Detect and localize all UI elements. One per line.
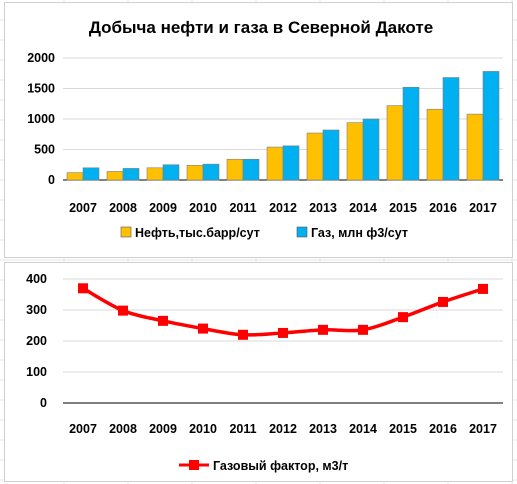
bar-gas: [362, 118, 380, 181]
line-x-tick: 2017: [469, 422, 497, 436]
bar-x-tick-labels: 2007 2008 2009 2010 2011 2012 2013 2014 2015 2016…: [69, 201, 497, 215]
bar-oil: [266, 146, 284, 181]
bar-oil: [66, 172, 84, 181]
bar-x-tick: 2008: [109, 201, 137, 215]
bar-x-tick: 2010: [189, 201, 217, 215]
legend-label-gas: Газ, млн ф3/сут: [311, 226, 408, 240]
bar-oil: [306, 132, 324, 181]
legend-label-oil: Нефть,тыс.барр/сут: [135, 226, 260, 240]
bar-oil: [466, 113, 484, 181]
bar-gas: [322, 129, 340, 181]
line-y-tick-labels: 0 100 200 300 400: [26, 272, 47, 410]
legend-swatch-oil: [120, 226, 132, 238]
bar-x-tick: 2011: [229, 201, 256, 215]
line-x-tick-labels: 2007 2008 2009 2010 2011 2012 2013 2014 2015 2016…: [69, 422, 497, 436]
bar-marks: [66, 71, 500, 181]
line-y-tick: 0: [40, 396, 47, 410]
bar-x-tick: 2017: [469, 201, 497, 215]
bar-gas: [282, 145, 300, 181]
bar-oil: [226, 158, 244, 181]
bar-gas: [82, 167, 100, 181]
gas-factor-point: [238, 329, 248, 340]
gas-factor-point: [78, 283, 88, 294]
bar-x-tick: 2012: [269, 201, 297, 215]
bar-y-tick: 1500: [27, 82, 55, 96]
bar-y-tick-labels: 0 500 1000 1500 2000: [27, 51, 55, 187]
line-x-tick: 2009: [149, 422, 177, 436]
gas-factor-point: [398, 312, 408, 323]
legend-marker-gas-factor: [189, 460, 199, 470]
line-y-tick: 400: [26, 272, 47, 286]
gas-factor-point: [358, 324, 368, 335]
bar-gas: [162, 164, 180, 181]
line-x-tick: 2014: [349, 422, 377, 436]
bar-x-tick: 2015: [389, 201, 417, 215]
bar-y-tick: 0: [48, 173, 55, 187]
bar-x-tick: 2013: [309, 201, 337, 215]
gas-factor-chart[interactable]: 0 100 200 300 400 2007 2008 2009 2010 2011 2012 20…: [4, 262, 513, 482]
gas-factor-point: [318, 324, 328, 335]
bar-gas: [242, 158, 260, 181]
line-x-tick: 2016: [429, 422, 457, 436]
bar-oil: [106, 171, 124, 181]
bar-x-tick: 2016: [429, 201, 457, 215]
line-gridlines: [63, 278, 503, 404]
bar-y-tick: 500: [34, 143, 55, 157]
bar-gas: [122, 168, 140, 181]
bar-gas: [442, 77, 460, 181]
line-marks: [78, 283, 488, 340]
production-bar-chart-svg: Добыча нефти и газа в Северной Дакоте 0 5…: [27, 18, 503, 240]
gas-factor-point: [158, 315, 168, 326]
bar-oil: [386, 105, 404, 181]
gas-factor-point: [198, 323, 208, 334]
gas-factor-point: [478, 283, 488, 294]
line-x-tick: 2015: [389, 422, 417, 436]
legend-label-gas-factor: Газовый фактор, м3/т: [213, 459, 348, 473]
line-x-tick: 2008: [109, 422, 137, 436]
legend-swatch-gas: [296, 226, 308, 238]
bar-x-tick: 2014: [349, 201, 377, 215]
bar-oil: [146, 167, 164, 181]
line-y-tick: 300: [26, 303, 47, 317]
line-x-tick: 2007: [69, 422, 97, 436]
bar-gas: [402, 86, 420, 181]
bar-legend: Нефть,тыс.барр/сут Газ, млн ф3/сут: [120, 226, 408, 240]
bar-oil: [186, 165, 204, 181]
line-x-tick: 2012: [269, 422, 297, 436]
chart-title: Добыча нефти и газа в Северной Дакоте: [89, 18, 433, 37]
bar-y-tick: 1000: [27, 112, 55, 126]
line-x-tick: 2013: [309, 422, 337, 436]
bar-oil: [346, 122, 364, 181]
line-y-tick: 100: [26, 365, 47, 379]
gas-factor-point: [118, 305, 128, 316]
line-y-tick: 200: [26, 334, 47, 348]
bar-x-tick: 2007: [69, 201, 97, 215]
bar-gas: [202, 163, 220, 181]
line-legend: Газовый фактор, м3/т: [179, 459, 348, 473]
bar-gas: [482, 71, 500, 181]
line-x-tick: 2011: [229, 422, 256, 436]
bar-y-tick: 2000: [27, 51, 55, 65]
bar-oil: [426, 108, 444, 181]
bar-x-tick: 2009: [149, 201, 177, 215]
gas-factor-point: [438, 296, 448, 307]
line-x-tick: 2010: [189, 422, 217, 436]
gas-factor-point: [278, 327, 288, 338]
production-chart[interactable]: Добыча нефти и газа в Северной Дакоте 0 5…: [4, 2, 513, 258]
